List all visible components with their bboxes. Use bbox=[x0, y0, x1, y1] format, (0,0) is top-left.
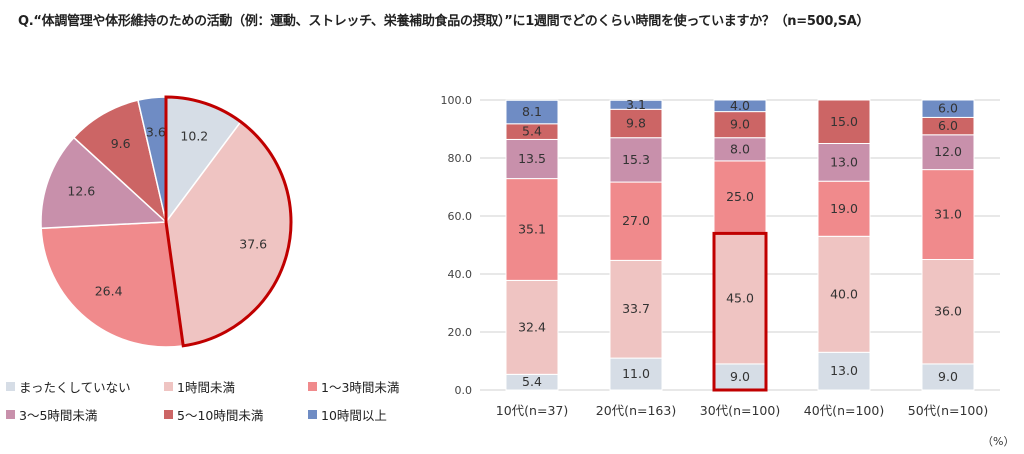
bar-value-label: 15.3 bbox=[622, 152, 650, 167]
bar-segment bbox=[609, 99, 663, 110]
bar-value-label: 13.0 bbox=[830, 154, 858, 169]
bar-segment bbox=[609, 259, 663, 359]
bar-value-label: 25.0 bbox=[726, 189, 754, 204]
bar-segment bbox=[921, 134, 975, 171]
bar-segment bbox=[505, 99, 559, 125]
bar-value-label: 19.0 bbox=[830, 201, 858, 216]
legend-item-3to5: 3～5時間未満 bbox=[6, 405, 97, 424]
bar-value-label: 11.0 bbox=[622, 366, 650, 381]
bar-value-label: 45.0 bbox=[726, 291, 754, 306]
bar-value-label: 40.0 bbox=[830, 286, 858, 301]
legend-label-3to5: 3～5時間未満 bbox=[19, 408, 98, 423]
bar-value-label: 9.0 bbox=[730, 369, 750, 384]
bar-highlight-outline bbox=[712, 231, 768, 392]
legend-swatch-3to5 bbox=[6, 410, 15, 419]
legend-swatch-5to10 bbox=[164, 410, 173, 419]
bar-segment bbox=[817, 351, 871, 391]
bar-segment bbox=[609, 181, 663, 261]
bar-value-label: 6.0 bbox=[938, 101, 958, 116]
x-tick-label: 50代(n=100) bbox=[908, 403, 988, 418]
pie-value-label: 9.6 bbox=[111, 136, 131, 151]
bar-segment bbox=[921, 99, 975, 118]
pie-slice bbox=[72, 99, 168, 225]
bar-segment bbox=[817, 180, 871, 237]
pie-value-label: 37.6 bbox=[239, 236, 267, 251]
bar-segment bbox=[921, 169, 975, 261]
y-tick-label: 40.0 bbox=[448, 268, 473, 281]
x-tick-label: 10代(n=37) bbox=[496, 403, 568, 418]
bar-value-label: 33.7 bbox=[622, 301, 650, 316]
bar-value-label: 8.0 bbox=[730, 141, 750, 156]
bar-segment bbox=[817, 143, 871, 182]
bar-value-label: 13.5 bbox=[518, 151, 546, 166]
bar-segment bbox=[505, 279, 559, 375]
bar-value-label: 15.0 bbox=[830, 114, 858, 129]
bar-segment bbox=[713, 160, 767, 234]
legend-label-1to3: 1～3時間未満 bbox=[321, 380, 400, 395]
pie-highlight-outline bbox=[164, 95, 293, 348]
bar-segment bbox=[505, 138, 559, 180]
x-tick-label: 40代(n=100) bbox=[804, 403, 884, 418]
bar-segment bbox=[505, 178, 559, 281]
legend-item-5to10: 5～10時間未満 bbox=[164, 405, 263, 424]
pie-value-label: 26.4 bbox=[95, 283, 123, 298]
legend-label-under1: 1時間未満 bbox=[177, 380, 235, 395]
pie-slice bbox=[40, 136, 168, 230]
legend-item-1to3: 1～3時間未満 bbox=[308, 377, 399, 396]
question-title: Q.“体調管理や体形維持のための活動（例：運動、ストレッチ、栄養補助食品の摂取）… bbox=[18, 14, 870, 29]
bar-segment bbox=[609, 137, 663, 183]
y-tick-label: 0.0 bbox=[455, 384, 473, 397]
bar-segment bbox=[713, 111, 767, 139]
bar-value-label: 9.8 bbox=[626, 115, 646, 130]
bar-segment bbox=[713, 363, 767, 391]
bar-value-label: 27.0 bbox=[622, 213, 650, 228]
legend-item-over10: 10時間以上 bbox=[308, 405, 387, 424]
bar-value-label: 6.0 bbox=[938, 118, 958, 133]
pie-value-label: 3.6 bbox=[146, 125, 166, 140]
bar-value-label: 9.0 bbox=[938, 369, 958, 384]
bar-value-label: 36.0 bbox=[934, 304, 962, 319]
bar-segment bbox=[609, 357, 663, 391]
unit-label: （%） bbox=[982, 435, 1015, 448]
legend-label-none: まったくしていない bbox=[19, 380, 131, 395]
bar-value-label: 4.0 bbox=[730, 98, 750, 113]
legend-swatch-over10 bbox=[308, 410, 317, 419]
bar-segment bbox=[921, 259, 975, 365]
x-tick-label: 20代(n=163) bbox=[596, 403, 676, 418]
bar-segment bbox=[609, 108, 663, 139]
pie-value-label: 12.6 bbox=[67, 184, 95, 199]
y-tick-label: 80.0 bbox=[448, 152, 473, 165]
legend-label-over10: 10時間以上 bbox=[321, 408, 387, 423]
legend-label-5to10: 5～10時間未満 bbox=[177, 408, 264, 423]
bar-segment bbox=[713, 232, 767, 365]
legend-swatch-none bbox=[6, 382, 15, 391]
bar-value-label: 9.0 bbox=[730, 117, 750, 132]
bar-value-label: 5.4 bbox=[522, 124, 542, 139]
bar-segment bbox=[713, 99, 767, 113]
bar-value-label: 35.1 bbox=[518, 221, 546, 236]
bar-value-label: 13.0 bbox=[830, 363, 858, 378]
bar-value-label: 31.0 bbox=[934, 207, 962, 222]
legend-item-none: まったくしていない bbox=[6, 377, 131, 396]
legend-item-under1: 1時間未満 bbox=[164, 377, 235, 396]
bar-value-label: 8.1 bbox=[522, 104, 542, 119]
y-tick-label: 20.0 bbox=[448, 326, 473, 339]
pie-value-label: 10.2 bbox=[180, 129, 208, 144]
y-tick-label: 60.0 bbox=[448, 210, 473, 223]
pie-slice bbox=[40, 221, 185, 348]
legend-swatch-under1 bbox=[164, 382, 173, 391]
bar-value-label: 12.0 bbox=[934, 144, 962, 159]
bar-value-label: 32.4 bbox=[518, 319, 546, 334]
x-tick-label: 30代(n=100) bbox=[700, 403, 780, 418]
bar-segment bbox=[817, 99, 871, 144]
bar-value-label: 3.1 bbox=[626, 97, 646, 112]
legend-swatch-1to3 bbox=[308, 382, 317, 391]
bar-value-label: 5.4 bbox=[522, 374, 542, 389]
y-tick-label: 100.0 bbox=[441, 94, 473, 107]
